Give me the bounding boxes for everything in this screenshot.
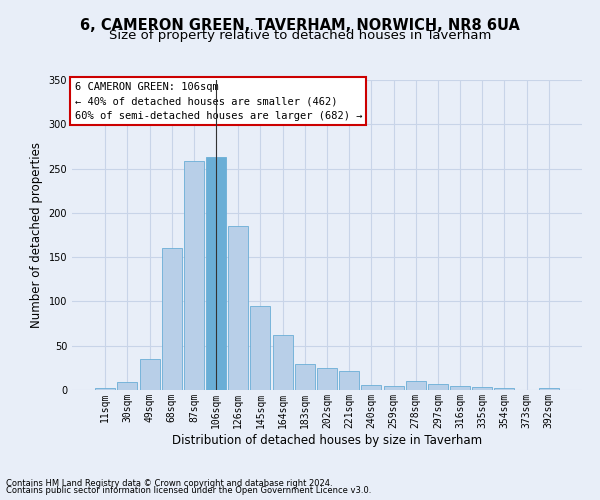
Bar [317, 368, 337, 390]
Bar [472, 388, 492, 390]
X-axis label: Distribution of detached houses by size in Taverham: Distribution of detached houses by size … [172, 434, 482, 446]
Bar [228, 226, 248, 390]
Y-axis label: Number of detached properties: Number of detached properties [30, 142, 43, 328]
Bar [383, 386, 404, 390]
Bar [95, 388, 115, 390]
Text: Contains public sector information licensed under the Open Government Licence v3: Contains public sector information licen… [6, 486, 371, 495]
Bar [361, 384, 382, 390]
Bar [450, 386, 470, 390]
Bar [162, 248, 182, 390]
Bar [272, 335, 293, 390]
Text: 6, CAMERON GREEN, TAVERHAM, NORWICH, NR8 6UA: 6, CAMERON GREEN, TAVERHAM, NORWICH, NR8… [80, 18, 520, 32]
Bar [250, 306, 271, 390]
Bar [539, 388, 559, 390]
Bar [428, 384, 448, 390]
Text: Contains HM Land Registry data © Crown copyright and database right 2024.: Contains HM Land Registry data © Crown c… [6, 478, 332, 488]
Bar [339, 370, 359, 390]
Bar [140, 359, 160, 390]
Bar [295, 364, 315, 390]
Bar [206, 157, 226, 390]
Bar [494, 388, 514, 390]
Bar [184, 162, 204, 390]
Bar [118, 382, 137, 390]
Text: 6 CAMERON GREEN: 106sqm
← 40% of detached houses are smaller (462)
60% of semi-d: 6 CAMERON GREEN: 106sqm ← 40% of detache… [74, 82, 362, 121]
Bar [406, 381, 426, 390]
Text: Size of property relative to detached houses in Taverham: Size of property relative to detached ho… [109, 29, 491, 42]
